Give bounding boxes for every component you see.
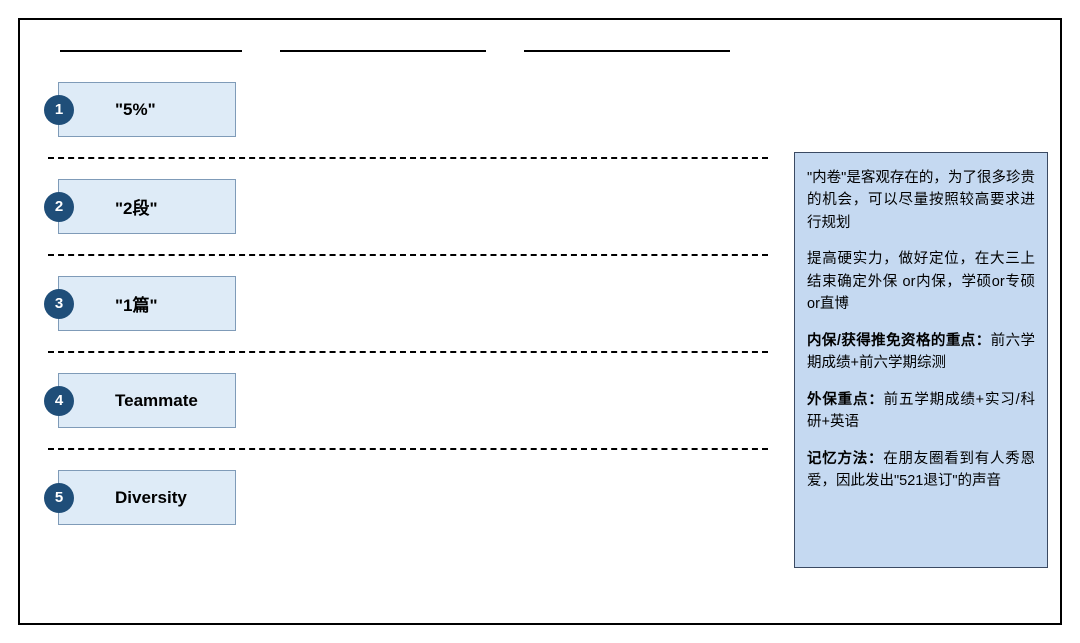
sidebar-paragraph-lead: 内保/获得推免资格的重点：: [807, 333, 991, 349]
item-divider: [48, 448, 768, 450]
item-row: 2"2段": [48, 179, 768, 234]
item-label-box: "5%": [58, 82, 236, 137]
item-number-circle: 5: [44, 483, 74, 513]
item-label-box: Teammate: [58, 373, 236, 428]
sidebar-paragraph: 记忆方法：在朋友圈看到有人秀恩爱，因此发出"521退订"的声音: [807, 448, 1035, 493]
item-row: 4Teammate: [48, 373, 768, 428]
item-row: 1"5%": [48, 82, 768, 137]
item-divider: [48, 157, 768, 159]
item-label-box: "2段": [58, 179, 236, 234]
sidebar-paragraph: 外保重点：前五学期成绩+实习/科研+英语: [807, 389, 1035, 434]
item-row: 3"1篇": [48, 276, 768, 331]
item-divider: [48, 351, 768, 353]
item-divider: [48, 254, 768, 256]
canvas: 1"5%" 2"2段" 3"1篇" 4Teammate 5Diversity "内卷"是…: [0, 0, 1080, 643]
item-number-circle: 4: [44, 386, 74, 416]
right-column: "内卷"是客观存在的，为了很多珍贵的机会，可以尽量按照较高要求进行规划提高硬实力…: [794, 82, 1048, 585]
frame: 1"5%" 2"2段" 3"1篇" 4Teammate 5Diversity "内卷"是…: [18, 18, 1062, 625]
item-label-box: Diversity: [58, 470, 236, 525]
sidebar-paragraph: 内保/获得推免资格的重点：前六学期成绩+前六学期综测: [807, 330, 1035, 375]
sidebar-paragraph-lead: 外保重点：: [807, 392, 884, 408]
item-number-circle: 1: [44, 95, 74, 125]
header-line-2: [280, 50, 486, 52]
columns: 1"5%" 2"2段" 3"1篇" 4Teammate 5Diversity "内卷"是…: [48, 82, 1032, 585]
header-line-1: [60, 50, 242, 52]
item-row: 5Diversity: [48, 470, 768, 525]
items-column: 1"5%" 2"2段" 3"1篇" 4Teammate 5Diversity: [48, 82, 768, 585]
item-label-box: "1篇": [58, 276, 236, 331]
item-number-circle: 2: [44, 192, 74, 222]
header-line-3: [524, 50, 730, 52]
header-lines: [60, 50, 1032, 52]
item-number-circle: 3: [44, 289, 74, 319]
sidebar-paragraph: 提高硬实力，做好定位，在大三上结束确定外保 or内保，学硕or专硕or直博: [807, 248, 1035, 315]
sidebar-paragraph-lead: 记忆方法：: [807, 451, 883, 467]
sidebar-paragraph: "内卷"是客观存在的，为了很多珍贵的机会，可以尽量按照较高要求进行规划: [807, 167, 1035, 234]
sidebar-box: "内卷"是客观存在的，为了很多珍贵的机会，可以尽量按照较高要求进行规划提高硬实力…: [794, 152, 1048, 568]
